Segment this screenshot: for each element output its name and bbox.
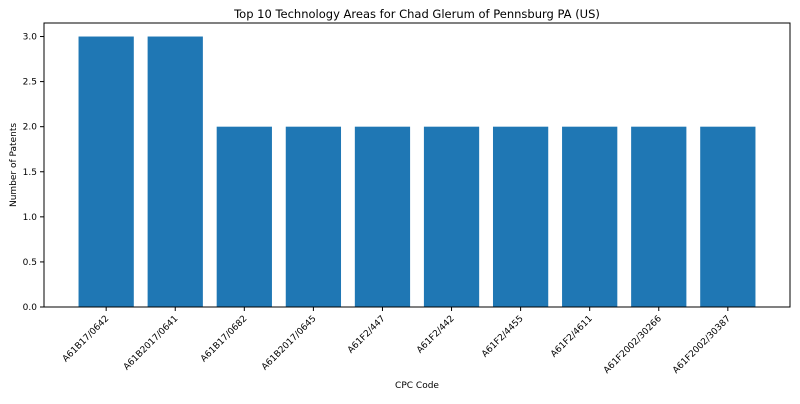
x-tick-label: A61B17/0682 [199, 314, 249, 364]
chart-title: Top 10 Technology Areas for Chad Glerum … [233, 7, 600, 21]
y-tick-label: 1.5 [23, 168, 37, 178]
bar [217, 127, 272, 307]
x-tick-label: A61F2/4455 [480, 314, 526, 360]
bar [562, 127, 617, 307]
bar [700, 127, 755, 307]
x-tick-label: A61B2017/0645 [260, 314, 318, 372]
y-tick-label: 1.0 [23, 213, 38, 223]
y-tick-label: 2.0 [23, 123, 38, 133]
y-axis-label: Number of Patents [9, 123, 19, 207]
y-tick-label: 3.0 [23, 33, 38, 43]
x-tick-label: A61F2/447 [346, 314, 388, 356]
y-axis: 0.0 0.5 1.0 1.5 2.0 2.5 3.0 [23, 33, 44, 313]
x-tick-label: A61F2002/30387 [671, 314, 733, 376]
bar [148, 37, 203, 307]
bar [493, 127, 548, 307]
x-tick-label: A61F2/442 [415, 314, 457, 356]
x-tick-label: A61B2017/0641 [122, 314, 180, 372]
x-axis: A61B17/0642A61B2017/0641 A61B17/0682A61B2… [61, 307, 733, 376]
bar [79, 37, 134, 307]
x-tick-label: A61B17/0642 [61, 314, 111, 364]
y-tick-label: 2.5 [23, 78, 37, 88]
x-tick-label: A61F2/4611 [549, 314, 595, 360]
x-axis-label: CPC Code [395, 381, 439, 391]
y-tick-label: 0.5 [23, 258, 37, 268]
bar [355, 127, 410, 307]
y-tick-label: 0.0 [23, 303, 38, 313]
bar [631, 127, 686, 307]
bar [286, 127, 341, 307]
x-tick-label: A61F2002/30266 [602, 314, 664, 376]
bar [424, 127, 479, 307]
bars-group [79, 37, 756, 307]
